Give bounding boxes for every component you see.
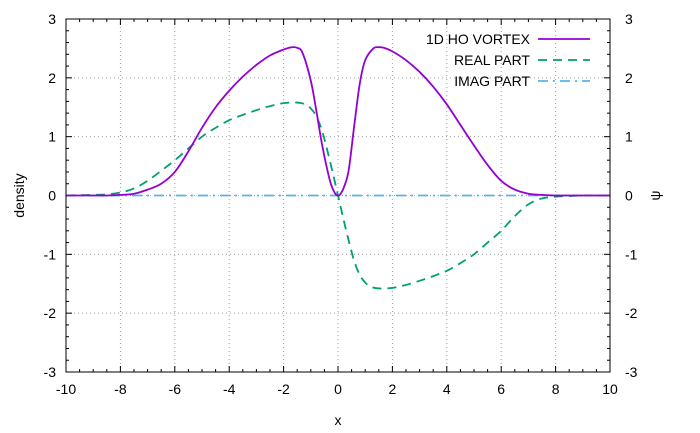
x-tick-label: -6: [169, 381, 182, 397]
y-tick-label: 0: [48, 188, 56, 204]
y2-tick-label: 0: [625, 188, 633, 204]
x-axis-label: x: [335, 412, 342, 428]
y2-tick-label: 1: [625, 129, 633, 145]
series-line-0: [66, 46, 610, 197]
y2-tick-label: 2: [625, 70, 633, 86]
y2-tick-label: -3: [625, 364, 638, 380]
tick-labels: -10 -8 -6 -4 -2 0 2 4 6 8 10-3 -3-2 -2-1 -10 01 12 23 3: [44, 11, 638, 397]
x-tick-label: 0: [334, 381, 342, 397]
x-tick-label: -8: [114, 381, 127, 397]
y2-tick-label: 3: [625, 11, 633, 27]
legend-label-0: 1D HO VORTEX: [426, 31, 531, 47]
plot-frame: [65, 18, 611, 373]
legend-label-1: REAL PART: [454, 52, 530, 68]
y-axis-label: density: [11, 173, 27, 217]
legend: 1D HO VORTEX REAL PART IMAG PART: [426, 31, 590, 89]
y-tick-label: -1: [44, 246, 57, 262]
x-tick-label: 10: [602, 381, 618, 397]
x-tick-label: 4: [443, 381, 451, 397]
y-tick-label: 2: [48, 70, 56, 86]
x-tick-label: 6: [497, 381, 505, 397]
x-tick-label: -10: [56, 381, 76, 397]
x-tick-label: -2: [277, 381, 290, 397]
y2-axis-label: ψ: [647, 190, 663, 200]
y-tick-label: 1: [48, 129, 56, 145]
y-tick-label: -3: [44, 364, 57, 380]
y2-tick-label: -2: [625, 305, 638, 321]
x-tick-label: -4: [223, 381, 236, 397]
series-layer: [65, 46, 611, 290]
y-tick-label: -2: [44, 305, 57, 321]
x-tick-label: 2: [389, 381, 397, 397]
y2-tick-label: -1: [625, 246, 638, 262]
y-tick-label: 3: [48, 11, 56, 27]
legend-label-2: IMAG PART: [454, 73, 530, 89]
x-tick-label: 8: [552, 381, 560, 397]
